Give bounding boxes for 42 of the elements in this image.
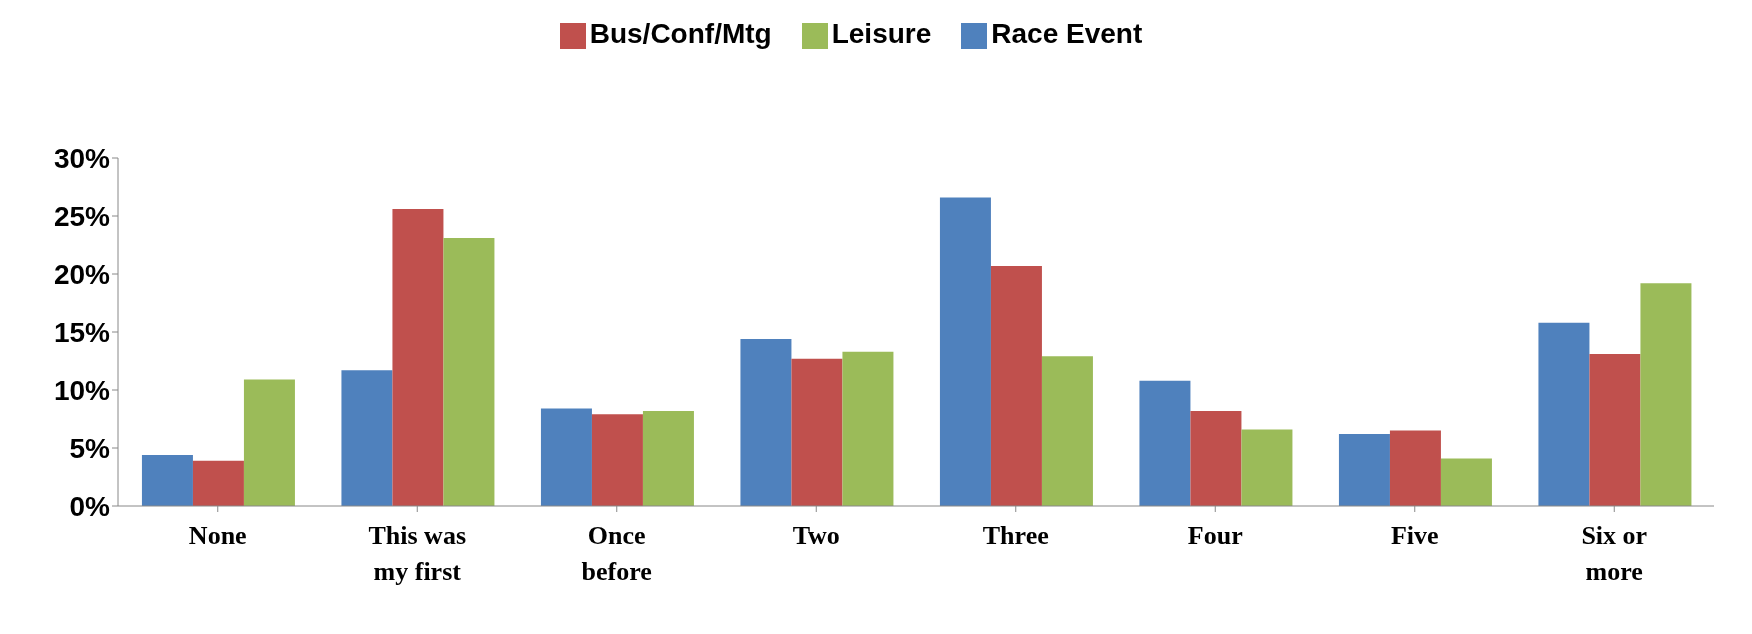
- bar: [939, 197, 991, 506]
- bar: [1640, 283, 1692, 506]
- bar: [443, 238, 495, 506]
- bar: [642, 410, 694, 506]
- bar: [1139, 380, 1191, 506]
- bar: [341, 370, 393, 506]
- bar: [1538, 322, 1590, 506]
- bar: [1241, 429, 1293, 506]
- x-tick-label: Six or more: [1581, 521, 1648, 586]
- y-tick-label: 5%: [69, 432, 111, 464]
- bar: [591, 414, 643, 506]
- x-tick-label: Four: [1187, 521, 1243, 550]
- legend-label: Leisure: [831, 18, 932, 49]
- y-tick-label: 15%: [53, 316, 111, 348]
- y-tick-label: 10%: [53, 374, 111, 406]
- bar: [842, 351, 894, 506]
- y-tick-label: 25%: [53, 200, 111, 232]
- x-tick-label: This was my first: [368, 521, 467, 586]
- bar: [1589, 354, 1641, 506]
- bar: [990, 265, 1042, 506]
- y-tick-label: 20%: [53, 258, 111, 290]
- x-tick-label: Once before: [581, 521, 652, 586]
- x-tick-label: Two: [792, 521, 840, 550]
- legend-label: Bus/Conf/Mtg: [589, 18, 772, 49]
- x-tick-label: None: [188, 521, 247, 550]
- bar: [740, 338, 792, 506]
- bar: [141, 454, 193, 506]
- x-tick-label: Five: [1390, 521, 1439, 550]
- bar: [540, 408, 592, 506]
- bar: [392, 209, 444, 506]
- bar: [1389, 430, 1441, 506]
- bar: [791, 358, 843, 506]
- bar: [243, 379, 295, 506]
- y-tick-label: 30%: [53, 142, 111, 174]
- bar: [192, 460, 244, 506]
- bar: [1041, 356, 1093, 506]
- bar: [1190, 410, 1242, 506]
- bar: [1440, 458, 1492, 506]
- legend-label: Race Event: [991, 18, 1143, 49]
- y-tick-label: 0%: [69, 490, 111, 522]
- bar: [1338, 434, 1390, 506]
- x-tick-label: Three: [982, 521, 1049, 550]
